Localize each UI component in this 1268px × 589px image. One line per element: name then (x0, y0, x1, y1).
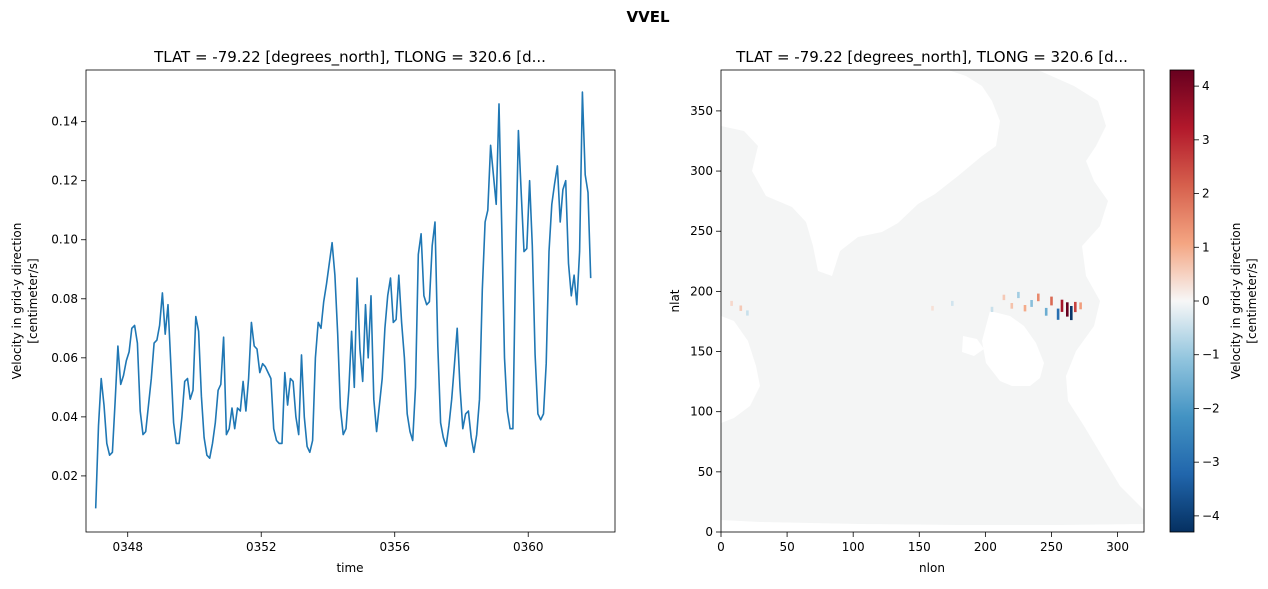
figure-suptitle: VVEL (626, 8, 669, 26)
velocity-feature (739, 305, 743, 311)
velocity-feature (1044, 307, 1048, 316)
heatmap-chart: TLAT = -79.22 [degrees_north], TLONG = 3… (668, 48, 1259, 575)
y-tick-label: 0.14 (51, 115, 78, 129)
velocity-feature (1079, 302, 1082, 310)
x-tick-label: 200 (974, 540, 997, 554)
colorbar-ticks: −4 −3 −2 −1 0 1 2 3 4 (1194, 79, 1220, 523)
y-tick-label: 0 (705, 525, 713, 539)
line-chart: TLAT = -79.22 [degrees_north], TLONG = 3… (10, 48, 616, 575)
colorbar-label-line-1: Velocity in grid-y direction (1229, 223, 1243, 380)
y-tick-label: 350 (690, 104, 713, 118)
line-chart-x-ticks: 0348 0352 0356 0360 (112, 532, 543, 554)
velocity-feature (1060, 299, 1064, 312)
y-tick-label: 100 (690, 405, 713, 419)
colorbar-tick-label: 4 (1202, 79, 1210, 93)
line-chart-y-label-line-1: Velocity in grid-y direction (10, 223, 24, 380)
x-tick-label: 0360 (513, 540, 544, 554)
velocity-feature (1056, 308, 1060, 320)
velocity-feature (1030, 300, 1033, 307)
y-tick-label: 0.06 (51, 351, 78, 365)
y-tick-label: 0.08 (51, 292, 78, 306)
heatmap-title: TLAT = -79.22 [degrees_north], TLONG = 3… (735, 48, 1128, 67)
x-tick-label: 150 (908, 540, 931, 554)
line-chart-y-label-line-2: [centimeter/s] (26, 258, 40, 343)
y-tick-label: 250 (690, 224, 713, 238)
colorbar-tick-label: 2 (1202, 187, 1210, 201)
land-mask (1038, 70, 1144, 510)
velocity-feature (951, 300, 954, 306)
land-mask (721, 316, 760, 423)
x-tick-label: 0352 (246, 540, 277, 554)
y-tick-label: 50 (698, 465, 713, 479)
y-tick-label: 150 (690, 345, 713, 359)
x-tick-label: 50 (779, 540, 794, 554)
velocity-feature (746, 310, 749, 316)
x-tick-label: 300 (1106, 540, 1129, 554)
x-tick-label: 0356 (379, 540, 410, 554)
y-tick-label: 0.02 (51, 469, 78, 483)
velocity-feature (1023, 305, 1027, 312)
velocity-feature (1074, 301, 1077, 313)
y-tick-label: 0.12 (51, 174, 78, 188)
x-tick-label: 250 (1040, 540, 1063, 554)
line-chart-frame (85, 69, 616, 533)
land-mask (721, 70, 1000, 276)
heatmap-y-label: nlat (668, 289, 682, 312)
heatmap-x-ticks: 0 50 100 150 200 250 300 (717, 532, 1129, 554)
colorbar-tick-label: −1 (1202, 348, 1220, 362)
velocity-feature (1010, 303, 1014, 309)
land-mask (721, 520, 1144, 532)
heatmap-frame (720, 69, 1145, 533)
colorbar (1169, 69, 1195, 533)
colorbar-tick-label: −4 (1202, 509, 1220, 523)
land-mask (982, 311, 1044, 386)
heatmap-y-ticks: 0 50 100 150 200 250 300 350 (690, 104, 721, 539)
colorbar-tick-label: 3 (1202, 133, 1210, 147)
colorbar-tick-label: 0 (1202, 294, 1210, 308)
velocity-feature (1037, 293, 1040, 302)
y-tick-label: 300 (690, 164, 713, 178)
x-tick-label: 100 (842, 540, 865, 554)
velocity-features (730, 291, 1082, 321)
y-tick-label: 200 (690, 284, 713, 298)
colorbar-label-line-2: [centimeter/s] (1245, 258, 1259, 343)
velocity-feature (1050, 296, 1053, 306)
land-mask (962, 336, 984, 356)
velocity-feature (1070, 306, 1073, 321)
colorbar-tick-label: 1 (1202, 240, 1210, 254)
velocity-feature (1017, 291, 1020, 299)
y-tick-label: 0.04 (51, 410, 78, 424)
line-chart-y-ticks: 0.02 0.04 0.06 0.08 0.10 0.12 0.14 (51, 115, 86, 483)
x-tick-label: 0 (717, 540, 725, 554)
series-line (94, 91, 592, 509)
y-tick-label: 0.10 (51, 233, 78, 247)
x-tick-label: 0348 (112, 540, 143, 554)
line-chart-title: TLAT = -79.22 [degrees_north], TLONG = 3… (153, 48, 546, 67)
velocity-feature (931, 305, 934, 311)
line-chart-x-label: time (336, 561, 363, 575)
colorbar-tick-label: −3 (1202, 455, 1220, 469)
velocity-feature (1002, 294, 1006, 301)
velocity-feature (1066, 302, 1069, 317)
colorbar-tick-label: −2 (1202, 401, 1220, 415)
velocity-feature (990, 306, 994, 312)
heatmap-x-label: nlon (919, 561, 945, 575)
velocity-feature (730, 300, 733, 306)
line-chart-plot-area (86, 70, 615, 532)
